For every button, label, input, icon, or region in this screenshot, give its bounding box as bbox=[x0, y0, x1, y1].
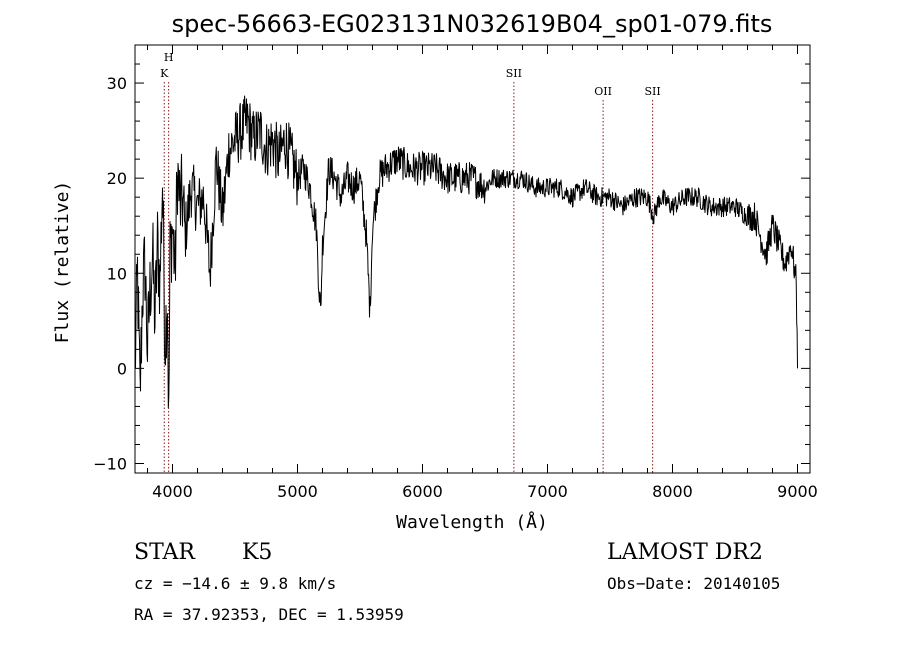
x-tick-label: 8000 bbox=[652, 482, 693, 501]
obs-date-label: Obs−Date: 20140105 bbox=[607, 574, 780, 593]
object-class-label: STAR bbox=[134, 540, 196, 565]
coordinates-label: RA = 37.92353, DEC = 1.53959 bbox=[134, 605, 404, 624]
spectrum-series-line bbox=[134, 95, 798, 408]
y-tick-label: 20 bbox=[107, 169, 127, 188]
plot-area: 4000 5000 6000 7000 8000 9000 −10 0 10 20 30 HK SII O… bbox=[93, 44, 818, 501]
x-axis-label: Wavelength (Å) bbox=[396, 511, 548, 533]
object-subclass-label: K5 bbox=[242, 540, 272, 565]
y-axis-label: Flux (relative) bbox=[52, 181, 73, 344]
plot-frame bbox=[134, 44, 811, 474]
y-tick-label: 10 bbox=[107, 264, 127, 283]
chart-title: spec-56663-EG023131N032619B04_sp01-079.f… bbox=[172, 10, 773, 38]
spectral-line-label: H bbox=[164, 51, 174, 64]
x-tick-label: 4000 bbox=[152, 482, 193, 501]
x-tick-label: 7000 bbox=[527, 482, 568, 501]
y-tick-label: 0 bbox=[117, 359, 127, 378]
x-tick-label: 6000 bbox=[402, 482, 443, 501]
spectral-line-label: K bbox=[160, 67, 169, 80]
survey-label: LAMOST DR2 bbox=[607, 540, 763, 565]
spectral-line-label: SII bbox=[645, 85, 661, 98]
spectral-line-label: OII bbox=[594, 85, 612, 98]
y-tick-label: −10 bbox=[93, 454, 127, 473]
x-tick-label: 9000 bbox=[777, 482, 818, 501]
redshift-label: cz = −14.6 ± 9.8 km/s bbox=[134, 574, 336, 593]
y-tick-label: 30 bbox=[107, 74, 127, 93]
spectral-line-label: SII bbox=[506, 67, 522, 80]
info-panel: STAR K5 LAMOST DR2 cz = −14.6 ± 9.8 km/s… bbox=[134, 540, 780, 624]
x-tick-label: 5000 bbox=[277, 482, 318, 501]
